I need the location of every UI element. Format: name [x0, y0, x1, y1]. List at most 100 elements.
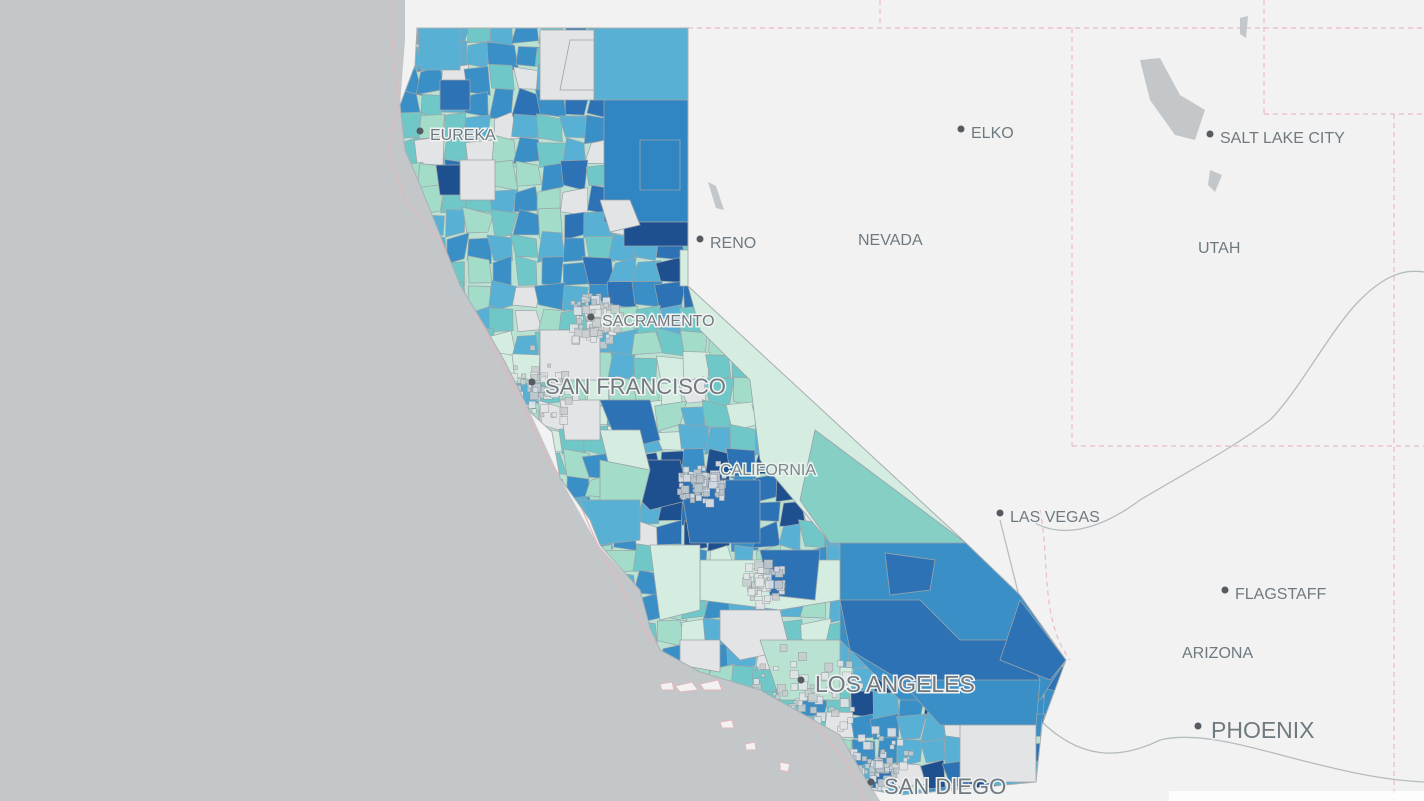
choropleth-cell[interactable]	[534, 643, 564, 671]
choropleth-cell[interactable]	[539, 545, 563, 577]
choropleth-cell[interactable]	[395, 544, 418, 574]
choropleth-cell[interactable]	[656, 519, 682, 546]
choropleth-cell[interactable]	[417, 763, 445, 791]
choropleth-cell[interactable]	[391, 785, 423, 801]
choropleth-cell[interactable]	[463, 641, 490, 673]
choropleth-cell[interactable]	[559, 739, 591, 766]
choropleth-cell[interactable]	[392, 736, 418, 769]
choropleth-cell[interactable]	[439, 615, 471, 648]
choropleth-cell[interactable]	[393, 665, 423, 696]
choropleth-cell[interactable]	[561, 712, 586, 740]
choropleth-cell[interactable]	[441, 688, 466, 717]
choropleth-cell[interactable]	[414, 544, 443, 575]
choropleth-cell[interactable]	[512, 569, 542, 599]
choropleth-cell[interactable]	[414, 712, 446, 745]
choropleth-cell[interactable]	[510, 473, 541, 504]
choropleth-cell[interactable]	[634, 714, 663, 740]
choropleth-cell[interactable]	[417, 643, 441, 666]
choropleth-cell[interactable]	[513, 617, 537, 648]
choropleth-cell[interactable]	[466, 449, 494, 478]
choropleth-cell[interactable]	[751, 736, 784, 768]
choropleth-cell[interactable]	[415, 260, 447, 288]
choropleth-cell[interactable]	[463, 546, 490, 574]
choropleth-cell[interactable]	[390, 161, 424, 188]
choropleth-cell[interactable]	[734, 785, 759, 801]
choropleth-cell[interactable]	[511, 644, 543, 673]
choropleth-cell[interactable]	[582, 785, 613, 801]
choropleth-cell[interactable]	[489, 765, 518, 788]
choropleth-cell[interactable]	[393, 522, 422, 550]
choropleth-cell[interactable]	[416, 330, 447, 360]
choropleth-cell[interactable]	[536, 474, 565, 502]
choropleth-cell[interactable]	[488, 424, 518, 455]
choropleth-cell[interactable]	[464, 668, 495, 694]
choropleth-cell[interactable]	[462, 114, 491, 140]
choropleth-cell[interactable]	[582, 597, 615, 625]
choropleth-cell[interactable]	[398, 472, 419, 504]
choropleth-cell[interactable]	[492, 691, 519, 718]
choropleth-cell[interactable]	[729, 761, 754, 791]
choropleth-cell[interactable]	[631, 788, 662, 801]
choropleth-cell[interactable]	[420, 663, 445, 693]
choropleth-cell[interactable]	[439, 352, 470, 379]
choropleth-cell[interactable]	[798, 762, 826, 791]
choropleth-cell[interactable]	[515, 160, 543, 187]
choropleth-cell[interactable]	[537, 207, 563, 239]
choropleth-cell[interactable]	[559, 595, 586, 623]
choropleth-cell[interactable]	[445, 209, 466, 238]
choropleth-cell[interactable]	[465, 351, 489, 383]
choropleth-cell[interactable]	[536, 691, 568, 719]
choropleth-cell[interactable]	[541, 256, 564, 287]
choropleth-cell[interactable]	[513, 739, 539, 764]
choropleth-cell[interactable]	[559, 760, 590, 791]
choropleth-cell[interactable]	[632, 620, 658, 645]
choropleth-cell[interactable]	[559, 574, 588, 600]
choropleth-cell[interactable]	[559, 640, 589, 671]
choropleth-cell[interactable]	[685, 758, 707, 792]
choropleth-cell[interactable]	[638, 736, 662, 764]
choropleth-cell[interactable]	[537, 571, 562, 595]
choropleth-cell[interactable]	[560, 667, 588, 692]
choropleth-cell[interactable]	[391, 376, 419, 406]
choropleth-cell[interactable]	[488, 307, 514, 333]
choropleth-cell[interactable]	[415, 784, 447, 801]
choropleth-cell[interactable]	[392, 572, 418, 594]
choropleth-cell[interactable]	[536, 664, 566, 692]
choropleth-cell[interactable]	[510, 763, 538, 792]
choropleth-cell[interactable]	[396, 351, 423, 385]
choropleth-cell[interactable]	[515, 46, 540, 67]
choropleth-cell[interactable]	[704, 693, 735, 720]
choropleth-cell[interactable]	[469, 428, 493, 450]
choropleth-cell[interactable]	[607, 642, 639, 665]
choropleth-cell[interactable]	[462, 206, 494, 234]
choropleth-cell[interactable]	[654, 734, 686, 769]
choropleth-cell[interactable]	[465, 570, 491, 596]
choropleth-cell[interactable]	[680, 711, 711, 742]
choropleth-cell[interactable]	[510, 592, 543, 622]
choropleth-cell[interactable]	[511, 451, 537, 478]
choropleth-cell[interactable]	[559, 526, 589, 549]
choropleth-cell[interactable]	[611, 694, 637, 718]
choropleth-cell[interactable]	[536, 594, 565, 618]
choropleth-cell[interactable]	[708, 761, 731, 792]
choropleth-cell[interactable]	[441, 329, 471, 354]
choropleth-cell[interactable]	[394, 616, 423, 648]
choropleth-cell[interactable]	[442, 448, 468, 478]
choropleth-cell[interactable]	[540, 162, 565, 192]
choropleth-cell[interactable]	[415, 429, 447, 451]
choropleth-cell[interactable]	[511, 286, 540, 308]
choropleth-cell[interactable]	[488, 664, 518, 695]
choropleth-cell[interactable]	[609, 785, 639, 801]
choropleth-cell[interactable]	[606, 328, 639, 358]
choropleth-cell[interactable]	[588, 666, 614, 697]
choropleth-cell[interactable]	[657, 760, 687, 792]
choropleth-cell[interactable]	[631, 688, 663, 721]
choropleth-cell[interactable]	[562, 237, 587, 263]
choropleth-cell[interactable]	[733, 689, 758, 721]
choropleth-cell[interactable]	[780, 786, 803, 801]
choropleth-cell[interactable]	[610, 713, 636, 743]
choropleth-cell[interactable]	[488, 404, 516, 426]
choropleth-cell[interactable]	[823, 762, 849, 788]
choropleth-cell[interactable]	[705, 354, 732, 383]
